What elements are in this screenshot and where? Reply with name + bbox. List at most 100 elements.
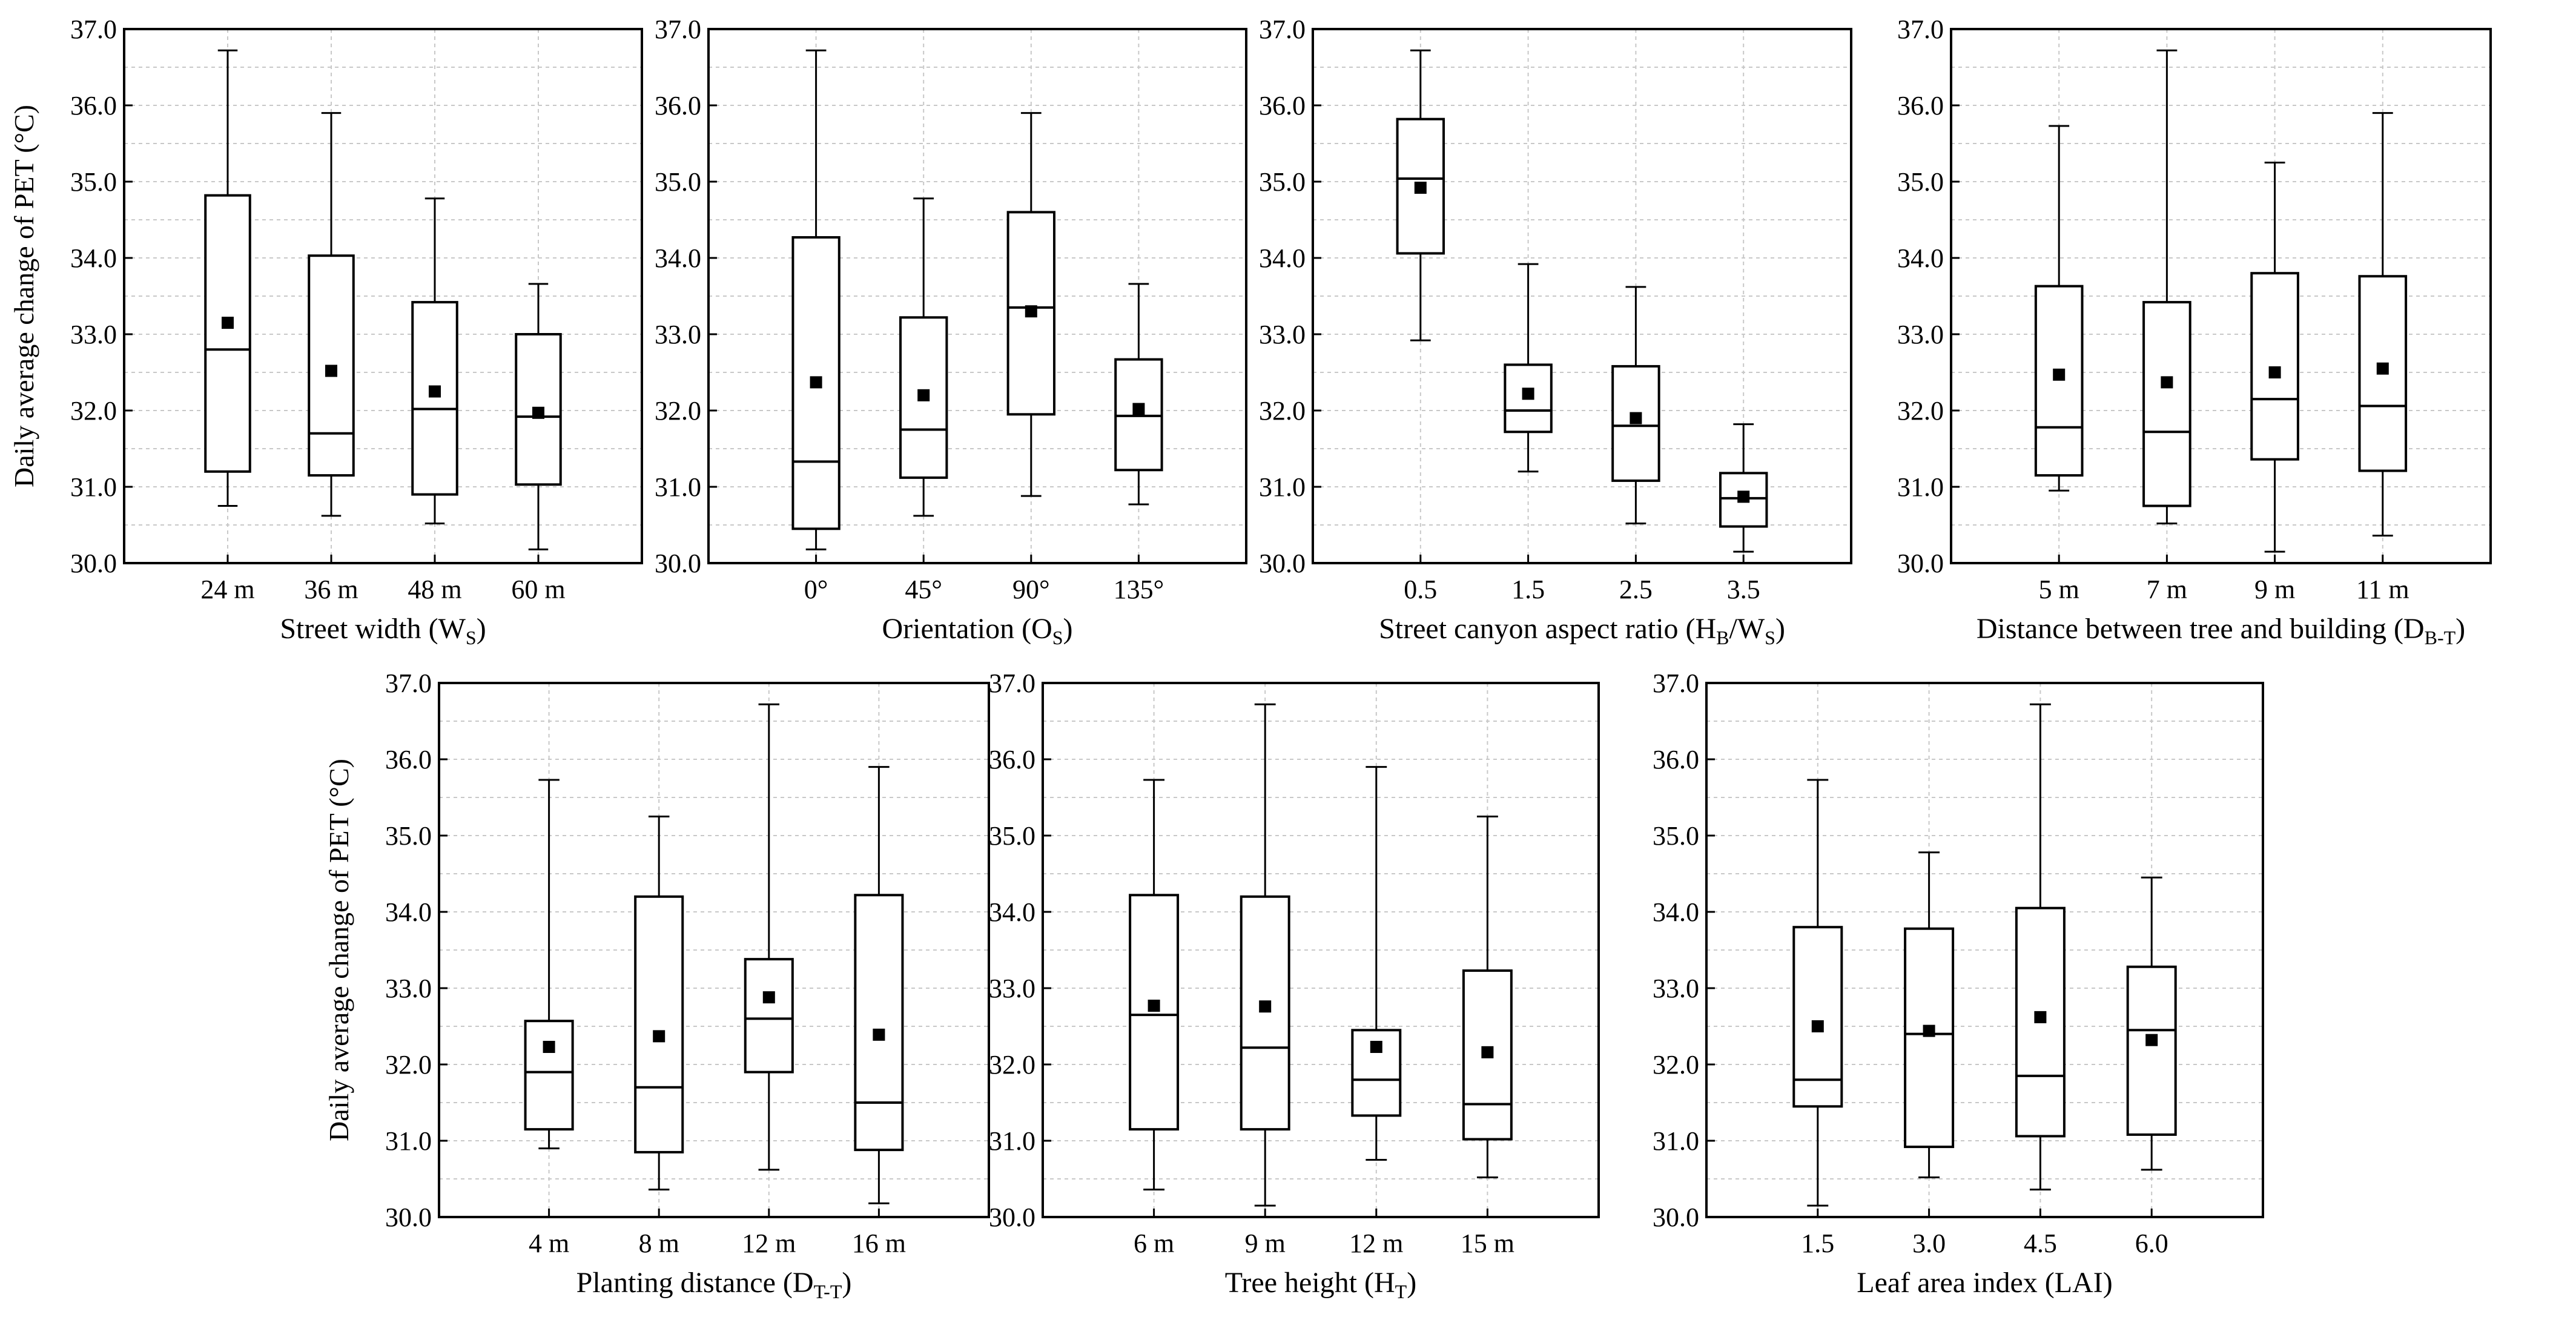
mean-marker xyxy=(1811,1020,1824,1032)
x-tick-label: 0° xyxy=(804,575,828,604)
y-tick-label: 34.0 xyxy=(989,897,1035,927)
mean-marker xyxy=(1132,403,1145,415)
y-tick-label: 34.0 xyxy=(385,897,432,927)
chart-panel-planting-distance: 30.0 31.0 32.0 33.0 34.0 35.0 36.0 37.0 4 m 8 m 12… xyxy=(323,668,990,1302)
box-3 xyxy=(2015,703,2066,1191)
box-iqr xyxy=(2142,301,2191,507)
mean-marker xyxy=(1025,305,1037,318)
y-tick-label: 36.0 xyxy=(385,745,432,774)
y-tick-label: 36.0 xyxy=(1653,745,1699,774)
x-tick-label: 60 m xyxy=(511,575,565,604)
plot-frame xyxy=(1705,682,2264,1218)
mean-marker xyxy=(2145,1034,2158,1046)
y-tick-label: 31.0 xyxy=(1653,1126,1699,1156)
y-tick-label: 30.0 xyxy=(70,549,117,578)
y-tick-label: 37.0 xyxy=(1897,15,1944,44)
box-2 xyxy=(1504,263,1553,473)
y-tick-label: 31.0 xyxy=(655,472,701,502)
box-iqr xyxy=(854,894,904,1152)
box-3 xyxy=(1351,766,1402,1161)
mean-marker xyxy=(762,991,775,1004)
box-iqr xyxy=(2250,272,2299,461)
x-axis-title-sub: S xyxy=(1052,627,1063,648)
x-tick-label: 135° xyxy=(1114,575,1164,604)
y-tick-label: 34.0 xyxy=(655,243,701,273)
box-1 xyxy=(524,779,574,1150)
x-axis-title-end: ) xyxy=(842,1267,851,1299)
x-axis-title-text: Street canyon aspect ratio (H xyxy=(1379,613,1716,645)
box-iqr xyxy=(1904,927,1955,1149)
y-tick-label: 33.0 xyxy=(655,320,701,349)
plot-frame xyxy=(1312,28,1852,564)
y-tick-label: 33.0 xyxy=(385,974,432,1003)
chart-panel-leaf-area-index: 30.0 31.0 32.0 33.0 34.0 35.0 36.0 37.0 1.5 3.0 4.… xyxy=(1653,668,2264,1299)
x-axis-title-sub: T-T xyxy=(814,1281,842,1302)
box-4 xyxy=(2358,112,2408,537)
box-iqr xyxy=(2126,965,2177,1136)
y-tick-label: 35.0 xyxy=(655,167,701,197)
box-2 xyxy=(899,197,948,517)
box-iqr xyxy=(1611,365,1660,482)
mean-marker xyxy=(1148,999,1160,1012)
box-2 xyxy=(2142,49,2191,524)
x-axis-title: Orientation (OS​) xyxy=(882,613,1072,648)
x-axis-title-end: ) xyxy=(1063,613,1073,645)
mean-marker xyxy=(2161,376,2173,389)
x-tick-label: 90° xyxy=(1012,575,1050,604)
y-tick-label: 30.0 xyxy=(989,1203,1035,1232)
mean-marker xyxy=(873,1028,885,1041)
y-tick-label: 35.0 xyxy=(1653,821,1699,851)
box-iqr xyxy=(1792,926,1843,1108)
mean-marker xyxy=(543,1041,555,1054)
plot-frame xyxy=(707,28,1247,564)
box-3 xyxy=(744,703,794,1171)
box-iqr xyxy=(634,895,684,1153)
x-tick-label: 24 m xyxy=(200,575,254,604)
x-tick-label: 6.0 xyxy=(2135,1229,2168,1258)
box-4 xyxy=(2126,876,2177,1171)
x-axis-title-end: ) xyxy=(1775,613,1785,645)
x-tick-label: 36 m xyxy=(304,575,358,604)
plot-frame xyxy=(123,28,643,564)
x-tick-label: 1.5 xyxy=(1801,1229,1834,1258)
x-tick-label: 2.5 xyxy=(1619,575,1653,604)
x-tick-label: 4.5 xyxy=(2024,1229,2057,1258)
x-axis-title: Distance between tree and building (DB-T… xyxy=(1977,613,2465,648)
y-tick-label: 34.0 xyxy=(1897,243,1944,273)
box-iqr xyxy=(2034,285,2084,477)
y-tick-label: 36.0 xyxy=(1897,91,1944,120)
box-1 xyxy=(791,49,841,550)
box-3 xyxy=(2250,162,2299,553)
x-axis-title-mid: /W xyxy=(1729,613,1765,645)
y-tick-label: 36.0 xyxy=(989,745,1035,774)
x-tick-label: 1.5 xyxy=(1511,575,1545,604)
y-tick-label: 30.0 xyxy=(655,549,701,578)
chart-panel-aspect-ratio: 30.0 31.0 32.0 33.0 34.0 35.0 36.0 37.0 0.5 1.5 2.… xyxy=(1259,15,1852,648)
x-tick-label: 12 m xyxy=(1349,1229,1403,1258)
x-tick-label: 9 m xyxy=(1245,1229,1286,1258)
mean-marker xyxy=(917,389,930,401)
box-1 xyxy=(1129,779,1180,1191)
box-1 xyxy=(1396,49,1445,341)
box-3 xyxy=(411,197,458,524)
x-axis-title-text: Tree height (H xyxy=(1225,1267,1395,1299)
x-tick-label: 16 m xyxy=(852,1229,906,1258)
x-axis-title-end: ) xyxy=(477,613,486,645)
box-4 xyxy=(1114,283,1163,506)
y-tick-label: 35.0 xyxy=(989,821,1035,851)
box-1 xyxy=(204,49,251,507)
chart-panel-orientation: 30.0 31.0 32.0 33.0 34.0 35.0 36.0 37.0 0° 45° 90°… xyxy=(655,15,1247,648)
x-axis-title: Tree height (HT​) xyxy=(1225,1267,1416,1302)
plot-frame xyxy=(1042,682,1600,1218)
x-axis-title-end: ) xyxy=(2455,613,2465,645)
x-axis-title-text: Street width (W xyxy=(280,613,466,645)
y-tick-label: 37.0 xyxy=(989,668,1035,698)
y-tick-label: 30.0 xyxy=(385,1203,432,1232)
box-4 xyxy=(854,766,904,1204)
mean-marker xyxy=(2053,368,2066,381)
x-tick-label: 7 m xyxy=(2147,575,2187,604)
mean-marker xyxy=(1481,1046,1494,1058)
x-tick-label: 3.0 xyxy=(1912,1229,1946,1258)
y-tick-label: 34.0 xyxy=(1653,897,1699,927)
